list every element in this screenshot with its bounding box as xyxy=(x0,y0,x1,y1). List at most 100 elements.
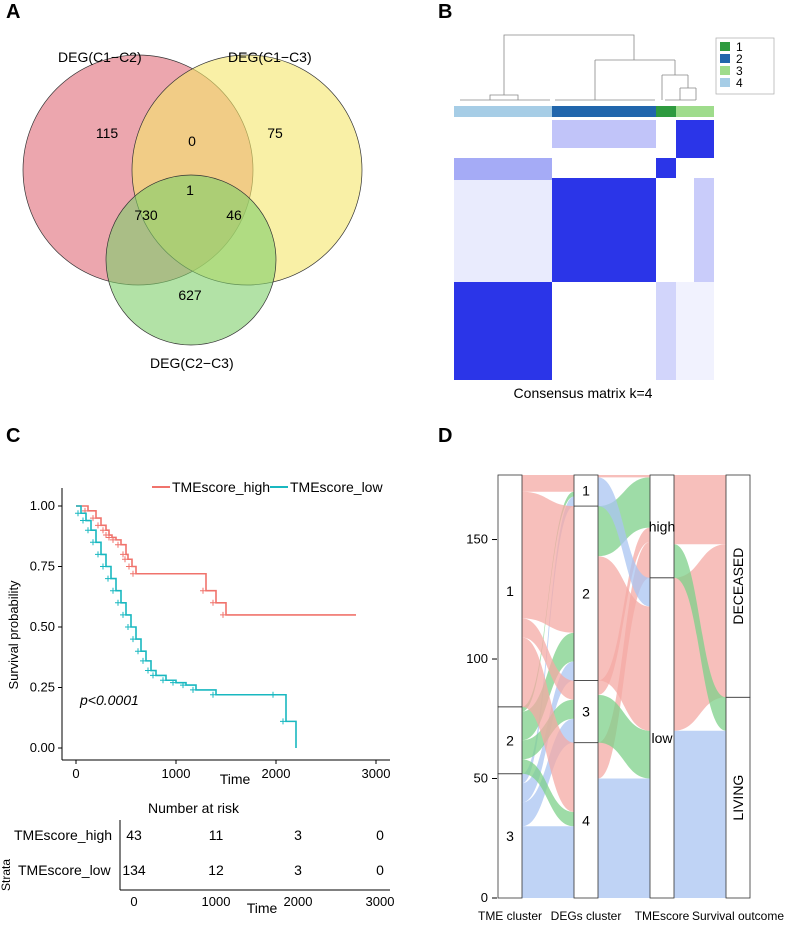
censor-mark xyxy=(80,517,86,524)
alluvial-axis-label: DEGs cluster xyxy=(551,909,622,923)
alluvial-flow xyxy=(522,759,574,827)
risk-x-tick-label: 2000 xyxy=(284,894,313,909)
alluvial-stratum xyxy=(649,474,675,579)
alluvial-flow xyxy=(598,475,650,478)
censor-mark xyxy=(150,672,156,679)
venn-region-value: 1 xyxy=(186,182,194,198)
alluvial-stratum xyxy=(725,696,751,899)
censor-mark xyxy=(122,556,128,563)
heatmap-caption: Consensus matrix k=4 xyxy=(514,385,653,401)
censor-mark xyxy=(145,667,151,674)
legend-swatch xyxy=(720,78,730,87)
y-tick-label: 150 xyxy=(466,532,488,547)
risk-cell: 3 xyxy=(294,827,302,843)
y-tick-label: 0.75 xyxy=(30,559,55,574)
legend-label: 4 xyxy=(736,76,743,90)
y-axis-label: Survival probability xyxy=(6,580,21,690)
censor-mark xyxy=(180,682,186,689)
legend-label-low: TMEscore_low xyxy=(290,479,383,495)
venn-region-value: 115 xyxy=(96,125,119,141)
stratum-label: 2 xyxy=(506,732,514,748)
censor-mark xyxy=(220,611,226,618)
stratum-label: 1 xyxy=(582,483,590,499)
censor-mark xyxy=(210,691,216,698)
censor-mark xyxy=(85,527,91,534)
heatmap-block xyxy=(694,178,714,282)
risk-x-tick-label: 0 xyxy=(130,894,137,909)
alluvial-stratum xyxy=(725,474,751,698)
alluvial-stratum xyxy=(649,577,675,899)
censor-mark xyxy=(100,527,106,534)
alluvial-flow xyxy=(598,694,650,779)
alluvial-stratum xyxy=(573,742,599,899)
risk-table-title: Number at risk xyxy=(148,800,240,816)
km-lines xyxy=(75,505,356,748)
venn-region-value: 730 xyxy=(134,207,158,223)
stratum-label: 3 xyxy=(582,704,590,720)
risk-x-tick-label: 1000 xyxy=(202,894,231,909)
survival-curve xyxy=(76,505,356,616)
heatmap-block xyxy=(656,158,676,178)
censor-mark xyxy=(120,611,126,618)
heatmap-legend: 1 2 3 4 xyxy=(715,37,775,95)
pvalue-annotation: p<0.0001 xyxy=(79,692,139,708)
censor-mark xyxy=(110,536,116,543)
alluvial-flow xyxy=(674,730,726,898)
heatmap-block xyxy=(552,120,656,148)
censor-mark xyxy=(120,551,126,558)
censor-mark xyxy=(130,570,136,577)
y-tick-label: 0.50 xyxy=(30,619,55,634)
legend-label-high: TMEscore_high xyxy=(172,479,270,495)
cluster-bar-1 xyxy=(656,106,676,117)
censor-mark xyxy=(95,522,101,529)
censor-mark xyxy=(280,718,286,725)
alluvial-flow xyxy=(674,544,726,731)
censor-mark xyxy=(115,541,121,548)
risk-row-label: TMEscore_low xyxy=(18,862,111,878)
censor-mark xyxy=(90,539,96,546)
alluvial-stratum xyxy=(573,474,599,507)
survival-panel: C TMEscore_high TMEscore_low Survival pr… xyxy=(0,425,395,916)
heatmap-block xyxy=(676,282,714,380)
venn-region-value: 627 xyxy=(178,287,202,303)
x-tick-label: 0 xyxy=(72,766,79,781)
heatmap-block xyxy=(454,158,552,180)
alluvial-ticks: 0 50 100 150 xyxy=(466,532,497,905)
alluvial-flow xyxy=(674,475,726,545)
risk-cell: 134 xyxy=(122,862,146,878)
censor-mark xyxy=(125,624,131,630)
censor-mark xyxy=(95,551,101,558)
censor-mark xyxy=(90,515,96,522)
dendrogram xyxy=(460,34,697,101)
censor-mark xyxy=(200,587,206,594)
cluster-bar-4 xyxy=(454,106,552,117)
censor-mark xyxy=(160,677,166,684)
y-tick-label: 100 xyxy=(466,651,488,666)
alluvial-flows xyxy=(522,475,726,898)
censor-mark xyxy=(130,636,136,643)
alluvial-axis-label: TME cluster xyxy=(478,909,542,923)
risk-cell: 11 xyxy=(209,827,224,843)
y-tick-label: 0.00 xyxy=(30,740,55,755)
heatmap-block xyxy=(552,178,656,282)
alluvial-flow xyxy=(522,826,574,898)
censor-mark xyxy=(135,648,141,655)
risk-row-label: TMEscore_high xyxy=(14,827,112,843)
x-tick-label: 1000 xyxy=(162,766,191,781)
venn-circle-c2-c3 xyxy=(105,174,277,346)
censor-mark xyxy=(140,657,146,664)
consensus-panel: B Consensus matrix k=4 1 2 3 4 xyxy=(438,1,775,401)
alluvial-flow xyxy=(522,491,574,633)
venn-region-value: 46 xyxy=(226,207,242,223)
venn-region-value: 75 xyxy=(267,125,283,141)
alluvial-flow xyxy=(598,477,650,607)
stratum-label: high xyxy=(649,518,675,534)
panel-label-d: D xyxy=(438,425,452,447)
legend-label: 1 xyxy=(736,40,743,54)
venn-region-value: 0 xyxy=(188,133,196,149)
alluvial-stratum xyxy=(573,680,599,744)
y-tick-label: 50 xyxy=(474,771,488,786)
alluvial-stratum xyxy=(497,706,523,775)
risk-x-tick-label: 3000 xyxy=(366,894,395,909)
censor-mark xyxy=(110,587,116,594)
